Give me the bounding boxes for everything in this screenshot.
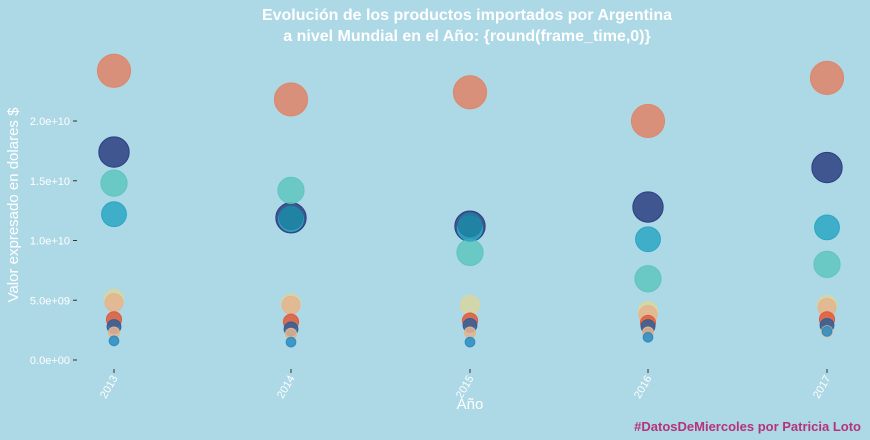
x-axis-title: Año [457,396,484,413]
data-point [108,335,120,347]
data-points [96,53,845,348]
data-point [281,295,301,315]
y-tick-label: 2.0e+10 [30,116,70,128]
chart-caption: #DatosDeMiercoles por Patricia Loto [634,419,861,434]
data-point [278,205,304,231]
data-point [457,212,483,238]
y-tick-label: 0.0e+00 [30,355,70,367]
data-point [104,293,124,313]
y-tick-label: 1.5e+10 [30,176,70,188]
y-tick-label: 1.0e+10 [30,236,70,248]
data-point [98,136,130,168]
data-point [464,336,476,348]
data-point [634,265,662,293]
data-point [632,191,664,223]
y-axis-title: Valor expresado en dolares $ [5,107,22,303]
data-point [459,294,481,316]
chart-title-line-2: a nivel Mundial en el Año: {round(frame_… [283,28,650,45]
y-axis: 0.0e+00 5.0e+09 1.0e+10 1.5e+10 2.0e+10 [30,116,77,367]
chart-title-line-1: Evolución de los productos importados po… [262,7,672,24]
y-tick-label: 5.0e+09 [30,295,70,307]
data-point [277,176,305,204]
data-point [821,325,833,337]
data-point [809,60,845,96]
data-point [100,169,128,197]
data-point [101,201,127,228]
data-point [96,53,132,88]
data-point [463,326,477,339]
data-point [814,214,840,241]
data-point [273,82,309,117]
data-point [285,336,297,348]
data-point [635,226,661,253]
data-point [642,331,654,343]
data-point [630,103,666,139]
data-point [456,238,484,267]
data-point [452,75,488,110]
data-point [813,250,841,279]
data-point [811,151,843,184]
